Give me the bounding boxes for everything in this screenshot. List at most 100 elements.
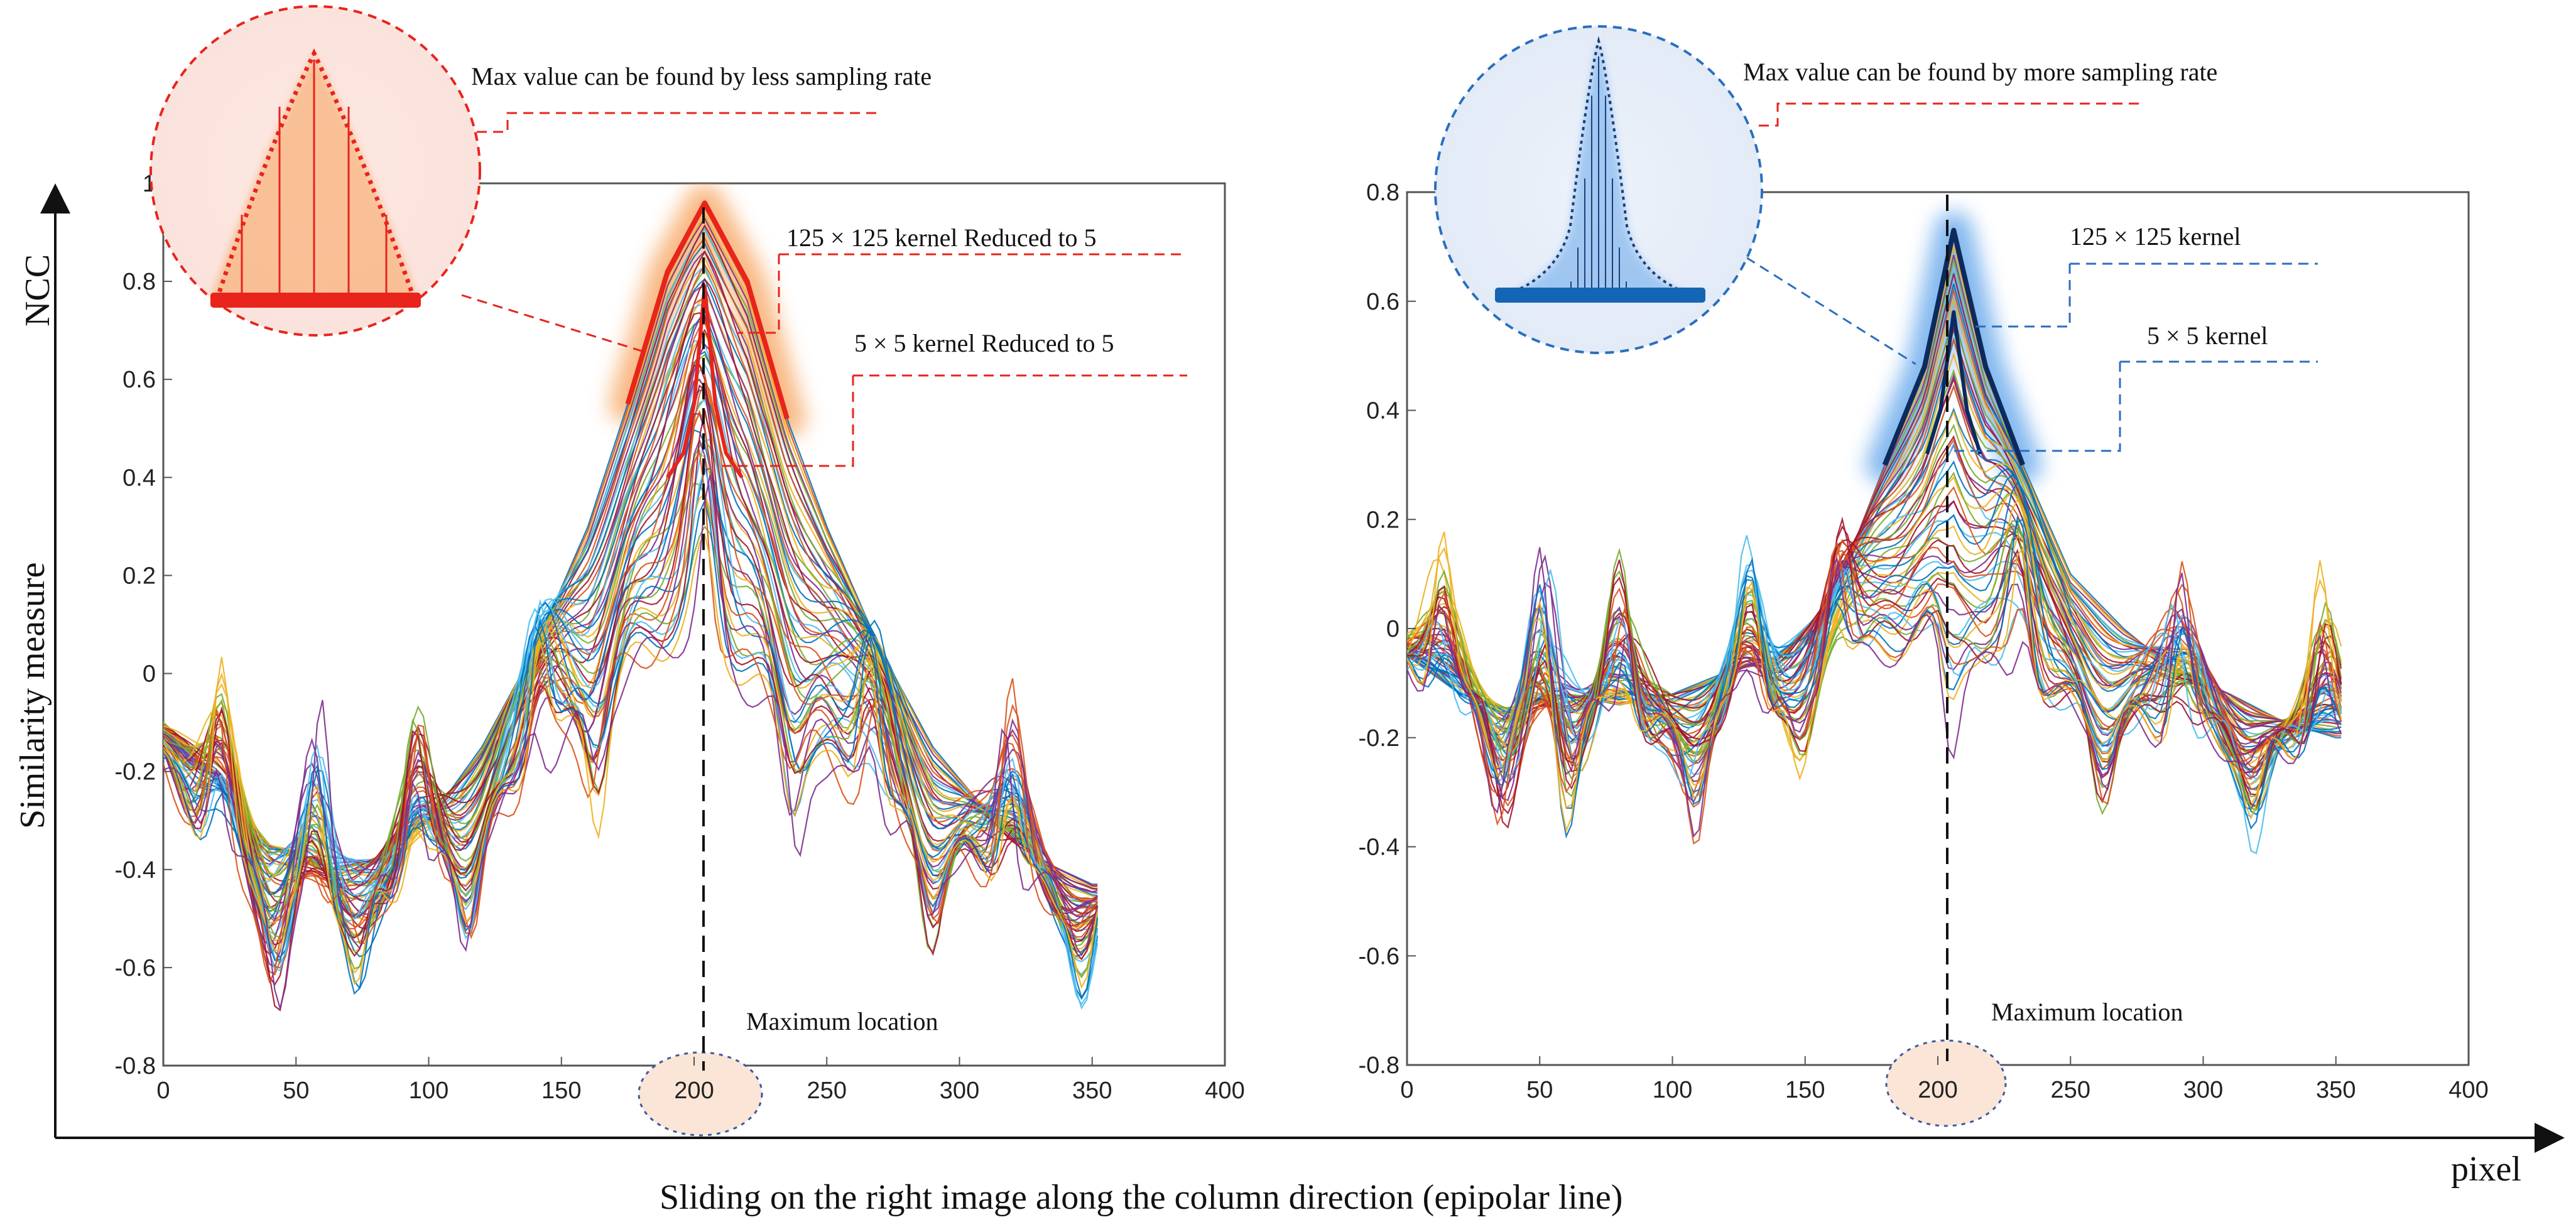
left-xtick-label: 250 [807, 1078, 847, 1104]
right-ytick-label: 0.2 [1366, 507, 1399, 533]
right-xtick-label: 300 [2183, 1077, 2223, 1103]
left-curve-line [163, 453, 1099, 959]
left-ytick-label: -0.4 [115, 857, 156, 883]
pixel-label: pixel [2451, 1150, 2521, 1189]
left-curve-line [163, 499, 1099, 1000]
left-curve-line [163, 361, 1098, 929]
left-ytick-label: 0 [143, 661, 156, 688]
right-inset [1434, 25, 1763, 354]
left-xtick-label: 400 [1205, 1078, 1244, 1104]
right-xtick-label: 150 [1785, 1077, 1825, 1103]
left-curve-line [163, 413, 1098, 947]
right-ytick-label: -0.6 [1359, 943, 1399, 970]
right-ytick-label: -0.8 [1359, 1052, 1399, 1079]
left-ytick-label: 0.6 [122, 367, 156, 393]
left-ytick-label: -0.2 [115, 759, 156, 786]
right-series-lines [1407, 230, 2342, 855]
left-xtick-label: 200 [674, 1078, 714, 1104]
left-curve-line [163, 409, 1099, 1012]
left-xtick-label: 0 [156, 1078, 170, 1104]
right-ytick-label: -0.2 [1359, 725, 1399, 752]
right-inset-caption-leader [1753, 102, 2139, 127]
ncc-label: NCC [18, 254, 57, 327]
right-xtick-label: 200 [1918, 1077, 1957, 1103]
right-curve-line [1407, 554, 2342, 803]
right-curve-line [1407, 531, 2342, 833]
right-kernel-125-leader [1975, 264, 2071, 328]
left-xtick-label: 350 [1072, 1078, 1112, 1104]
right-kernel-125-label: 125 × 125 kernel [2070, 222, 2241, 251]
shared-xlabel: Sliding on the right image along the col… [660, 1178, 1622, 1217]
left-inset-caption-leader [474, 112, 876, 133]
right-curve-line [1407, 525, 2342, 814]
right-kernel-5-label: 5 × 5 kernel [2147, 322, 2268, 350]
right-envelope-line [1882, 227, 2025, 466]
right-panel: 0 50 100 150 200 250 300 350 400 -0.8 -0.6 -0.4 -0.2… [1359, 25, 2489, 1127]
left-ytick-label: 0.8 [122, 269, 156, 295]
left-curve-line [163, 389, 1099, 953]
left-curve-line [163, 379, 1098, 928]
right-inset-base [1495, 288, 1705, 303]
right-kernel-peak-line [1925, 310, 1982, 455]
left-xtick-label: 50 [283, 1078, 309, 1104]
right-curve-line [1407, 474, 2342, 791]
right-ytick-label: -0.4 [1359, 835, 1399, 861]
right-inset-connector [1746, 256, 1916, 365]
left-xtick-label: 150 [541, 1078, 581, 1104]
right-curve-line [1407, 516, 2342, 839]
left-kernel-5-label: 5 × 5 kernel Reduced to 5 [854, 329, 1114, 357]
left-xtick-label: 300 [940, 1078, 979, 1104]
right-curve-line [1407, 545, 2342, 782]
left-curve-line [163, 409, 1099, 976]
right-curve-line [1407, 481, 2342, 816]
left-inset [149, 5, 481, 337]
right-ytick-label: 0.4 [1366, 398, 1399, 424]
right-max-location-highlight [1885, 1039, 2007, 1127]
right-inset-curve [1507, 36, 1690, 295]
left-inset-base [210, 293, 421, 308]
left-ytick-label: -0.8 [115, 1053, 156, 1079]
left-curve-line [163, 299, 1098, 900]
left-xtick-label: 100 [409, 1078, 448, 1104]
right-xtick-label: 50 [1526, 1077, 1553, 1103]
right-xtick-label: 100 [1653, 1077, 1692, 1103]
right-xtick-label: 350 [2316, 1077, 2356, 1103]
similarity-measure-label: Similarity measure [13, 562, 52, 829]
left-curve-line [163, 532, 1099, 989]
right-curve-line [1407, 547, 2342, 838]
right-curve-line [1407, 563, 2342, 818]
left-kernel-5-leader [722, 376, 854, 467]
right-curve-line [1407, 541, 2342, 845]
left-max-location-label: Maximum location [746, 1007, 938, 1035]
left-kernel-125-label: 125 × 125 kernel Reduced to 5 [786, 224, 1097, 252]
right-ytick-label: 0.8 [1366, 180, 1399, 206]
right-curve-line [1407, 516, 2342, 829]
right-inset-stems [1563, 57, 1634, 294]
left-ytick-label: 0.2 [122, 563, 156, 589]
left-panel: 0 50 100 150 200 250 300 350 400 -0.8 -0.6 -0.4 -0.2… [115, 5, 1245, 1137]
left-curve-line [163, 475, 1099, 1012]
left-curve-line [163, 467, 1099, 1010]
right-highlight-lines [1882, 227, 2025, 466]
left-curve-line [163, 414, 1099, 950]
right-ytick-label: 0 [1386, 616, 1399, 642]
left-ytick-label: -0.6 [115, 955, 156, 981]
left-ytick-label: 0.4 [122, 465, 156, 491]
left-kernel-125-leader [738, 254, 780, 334]
right-xtick-label: 400 [2448, 1077, 2488, 1103]
left-inset-caption: Max value can be found by less sampling … [471, 62, 932, 90]
right-kernel-5-leader [1954, 362, 2121, 452]
left-envelope-line [625, 200, 790, 419]
left-inset-curve [214, 48, 417, 301]
right-xtick-label: 0 [1400, 1077, 1413, 1103]
right-inset-caption: Max value can be found by more sampling … [1743, 58, 2217, 86]
right-axes: 0 50 100 150 200 250 300 350 400 -0.8 -0.6 -0.4 -0.2… [1359, 180, 2489, 1103]
right-ytick-label: 0.6 [1366, 289, 1399, 315]
right-xtick-label: 250 [2051, 1077, 2090, 1103]
left-curve-line [163, 319, 1098, 906]
left-curve-line [163, 448, 1098, 984]
left-max-location-highlight [638, 1051, 763, 1137]
right-max-location-label: Maximum location [1991, 998, 2183, 1026]
left-curve-line [163, 399, 1099, 975]
